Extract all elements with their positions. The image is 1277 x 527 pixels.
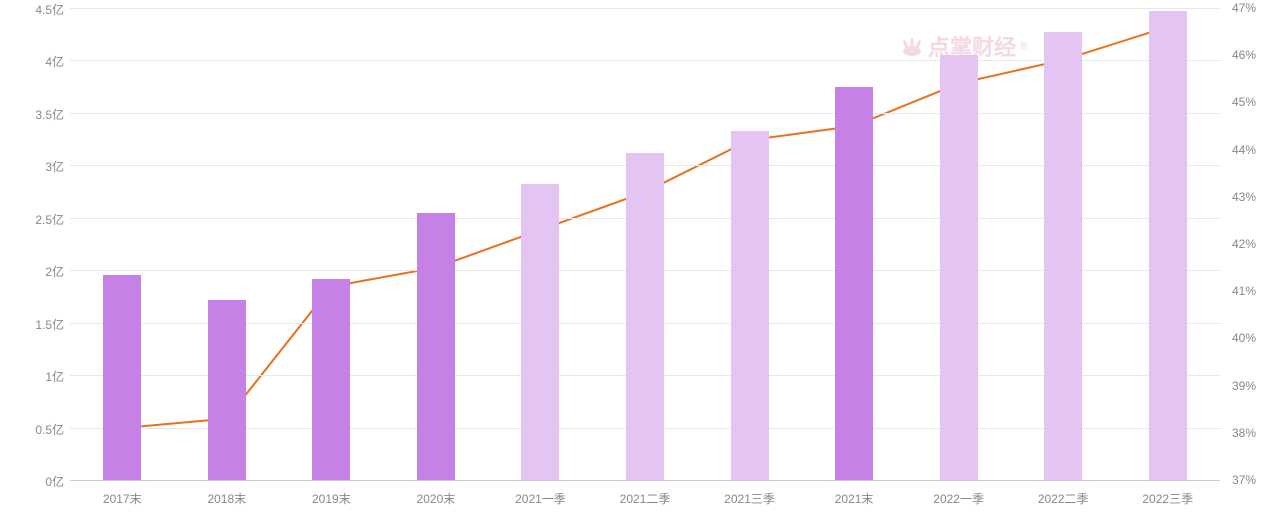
- y-right-tick-label: 37%: [1232, 473, 1256, 487]
- bar: [835, 87, 873, 480]
- x-tick-label: 2021二季: [620, 490, 671, 507]
- bar: [1044, 32, 1082, 480]
- bar: [521, 184, 559, 480]
- bar: [940, 55, 978, 480]
- bar: [208, 300, 246, 480]
- y-right-tick-label: 40%: [1232, 331, 1256, 345]
- x-tick-label: 2021三季: [724, 490, 775, 507]
- x-tick-label: 2022二季: [1038, 490, 1089, 507]
- y-left-tick-label: 4亿: [45, 53, 64, 70]
- y-left-tick-label: 2亿: [45, 263, 64, 280]
- x-tick-label: 2021一季: [515, 490, 566, 507]
- y-left-tick-label: 0亿: [45, 473, 64, 490]
- watermark-super: ®: [1020, 41, 1027, 52]
- y-left-tick-label: 1.5亿: [35, 316, 64, 333]
- x-tick-label: 2018末: [207, 490, 246, 507]
- y-left-tick-label: 3亿: [45, 158, 64, 175]
- x-tick-label: 2017末: [103, 490, 142, 507]
- y-left-tick-label: 2.5亿: [35, 211, 64, 228]
- x-tick-label: 2020末: [417, 490, 456, 507]
- y-left-tick-label: 3.5亿: [35, 106, 64, 123]
- y-left-tick-label: 4.5亿: [35, 1, 64, 18]
- chart: 点掌财经® 0亿0.5亿1亿1.5亿2亿2.5亿3亿3.5亿4亿4.5亿37%3…: [0, 0, 1277, 527]
- x-tick-label: 2022一季: [933, 490, 984, 507]
- y-right-tick-label: 44%: [1232, 143, 1256, 157]
- x-axis-baseline: [70, 480, 1220, 481]
- y-right-tick-label: 42%: [1232, 237, 1256, 251]
- y-left-tick-label: 1亿: [45, 368, 64, 385]
- bar: [1149, 11, 1187, 480]
- y-right-tick-label: 46%: [1232, 48, 1256, 62]
- grid-line: [70, 8, 1220, 9]
- y-right-tick-label: 41%: [1232, 284, 1256, 298]
- bar: [312, 279, 350, 480]
- x-tick-label: 2019末: [312, 490, 351, 507]
- y-right-tick-label: 45%: [1232, 95, 1256, 109]
- y-left-tick-label: 0.5亿: [35, 421, 64, 438]
- y-right-tick-label: 43%: [1232, 190, 1256, 204]
- bar: [103, 275, 141, 480]
- y-right-tick-label: 47%: [1232, 1, 1256, 15]
- x-tick-label: 2022三季: [1142, 490, 1193, 507]
- bar: [417, 213, 455, 480]
- bar: [731, 131, 769, 480]
- bar: [626, 153, 664, 480]
- watermark-icon: [900, 34, 924, 58]
- y-right-tick-label: 39%: [1232, 379, 1256, 393]
- y-right-tick-label: 38%: [1232, 426, 1256, 440]
- x-tick-label: 2021末: [835, 490, 874, 507]
